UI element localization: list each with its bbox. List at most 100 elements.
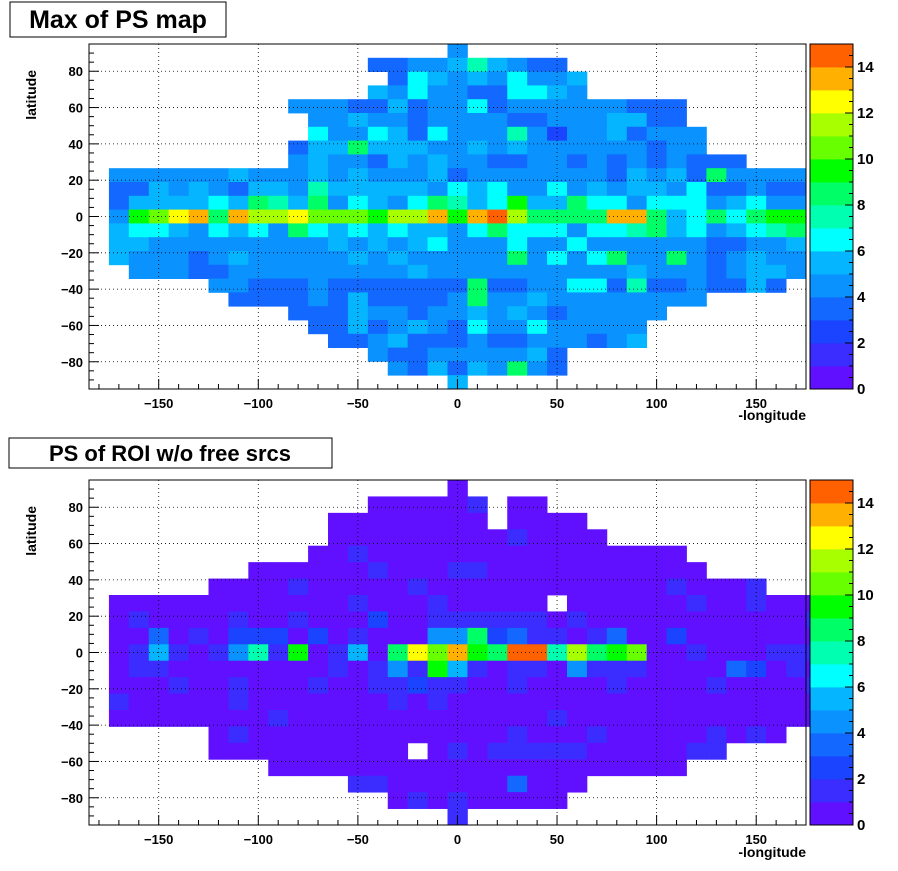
heatmap-cell	[168, 237, 189, 252]
heatmap-cell	[527, 237, 548, 252]
heatmap-cell	[208, 237, 229, 252]
heatmap-cell	[148, 195, 170, 210]
heatmap-cell	[547, 320, 568, 335]
heatmap-cell	[786, 611, 807, 629]
x-tick-label: −100	[244, 832, 273, 847]
heatmap-cell	[367, 223, 389, 238]
heatmap-cell	[746, 223, 767, 238]
heatmap-cell	[367, 57, 389, 72]
heatmap-cell	[706, 209, 727, 224]
heatmap-cell	[308, 182, 329, 197]
heatmap-cell	[308, 320, 329, 335]
heatmap-cell	[766, 182, 787, 197]
heatmap-cell	[427, 251, 448, 266]
heatmap-cell	[666, 562, 687, 579]
heatmap-cell	[447, 710, 468, 727]
heatmap-cell	[567, 278, 588, 293]
y-tick-label: 0	[76, 210, 83, 225]
heatmap-cell	[387, 140, 409, 155]
heatmap-cell	[527, 627, 548, 645]
heatmap-cell	[547, 195, 568, 210]
heatmap-cell	[347, 595, 369, 612]
heatmap-cell	[228, 742, 249, 760]
heatmap-cell	[168, 595, 189, 612]
heatmap-cell	[347, 512, 369, 530]
heatmap-cell	[706, 693, 727, 711]
z-tick-label: 0	[857, 817, 865, 834]
x-tick-label: −150	[144, 396, 173, 411]
heatmap-cell	[567, 71, 588, 86]
heatmap-cell	[427, 726, 448, 744]
heatmap-cell	[387, 57, 409, 72]
heatmap-cell	[586, 264, 608, 279]
heatmap-cell	[686, 578, 707, 596]
heatmap-cell	[666, 223, 687, 238]
heatmap-cell	[128, 168, 150, 183]
heatmap-cell	[128, 182, 150, 197]
heatmap-cell	[686, 693, 707, 711]
heatmap-cell	[367, 595, 389, 612]
heatmap-cell	[288, 627, 309, 645]
heatmap-cell	[268, 223, 289, 238]
heatmap-cell	[527, 677, 548, 694]
heatmap-cell	[746, 578, 767, 596]
heatmap-cell	[766, 595, 787, 612]
heatmap-cell	[567, 113, 588, 128]
heatmap-cell	[367, 512, 389, 530]
heatmap-cell	[347, 168, 369, 183]
heatmap-cell	[666, 264, 687, 279]
color-scale-bin	[810, 67, 853, 91]
heatmap-cell	[487, 126, 508, 141]
heatmap-cell	[407, 333, 428, 348]
heatmap-cell	[666, 693, 687, 711]
heatmap-cell	[308, 545, 329, 563]
heatmap-cell	[686, 710, 707, 727]
heatmap-cell	[308, 306, 329, 321]
heatmap-cell	[347, 292, 369, 307]
heatmap-cell	[108, 237, 130, 252]
heatmap-cell	[786, 264, 807, 279]
heatmap-cell	[666, 99, 687, 114]
z-tick-label: 6	[857, 243, 865, 260]
heatmap-cell	[347, 710, 369, 727]
z-tick-label: 14	[857, 495, 874, 512]
heatmap-cell	[268, 209, 289, 224]
heatmap-cell	[248, 168, 269, 183]
heatmap-cell	[766, 644, 787, 662]
heatmap-cell	[626, 710, 648, 727]
chart-title: Max of PS map	[29, 6, 207, 34]
y-tick-label: 20	[69, 173, 83, 188]
heatmap-cell	[547, 71, 568, 86]
heatmap-cell	[686, 195, 707, 210]
heatmap-cell	[427, 660, 448, 678]
heatmap-cell	[308, 677, 329, 694]
heatmap-cell	[666, 578, 687, 596]
heatmap-cell	[308, 710, 329, 727]
heatmap-cell	[367, 140, 389, 155]
heatmap-cell	[786, 693, 807, 711]
color-scale: 0 2 4 6 8 10 12 14	[809, 43, 874, 398]
heatmap-cell	[507, 320, 528, 335]
heatmap-cell	[208, 611, 229, 629]
heatmap-cell	[686, 182, 707, 197]
heatmap-cell	[626, 726, 648, 744]
heatmap-cell	[407, 251, 428, 266]
heatmap-cell	[646, 182, 667, 197]
heatmap-cell	[268, 627, 289, 645]
heatmap-cell	[148, 693, 170, 711]
heatmap-cell	[387, 292, 409, 307]
heatmap-cell	[527, 562, 548, 579]
heatmap-cell	[606, 545, 628, 563]
heatmap-cell	[507, 237, 528, 252]
heatmap-cell	[467, 306, 488, 321]
y-tick-label: 0	[76, 646, 83, 661]
heatmap-cell	[228, 644, 249, 662]
heatmap-cell	[686, 237, 707, 252]
heatmap-cell	[387, 223, 409, 238]
heatmap-cell	[427, 775, 448, 793]
heatmap-cell	[328, 545, 349, 563]
y-tick-label: 40	[69, 137, 83, 152]
heatmap-cell	[208, 209, 229, 224]
heatmap-cell	[467, 71, 488, 86]
heatmap-cell	[447, 611, 468, 629]
